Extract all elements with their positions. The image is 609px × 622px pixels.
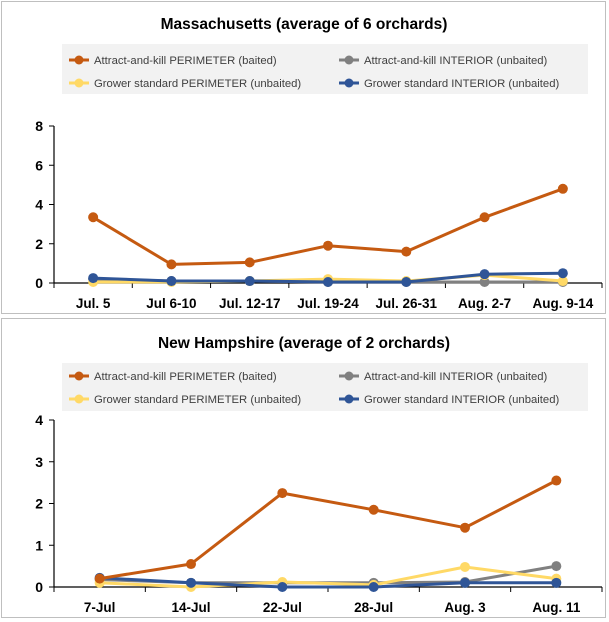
nh-x-tick-label: Aug. 11: [532, 600, 581, 615]
nh-data-point: [94, 573, 105, 584]
ma-x-tick-label: Aug. 9-14: [532, 296, 593, 311]
ma-data-point: [479, 277, 490, 288]
nh-series-line: [99, 479, 557, 581]
nh-legend-item: Attract-and-kill INTERIOR (unbaited): [339, 371, 548, 383]
ma-data-point: [401, 277, 412, 288]
ma-x-tick-label: Jul 6-10: [146, 296, 196, 311]
ma-data-point: [88, 212, 99, 223]
ma-data-point: [557, 183, 568, 194]
ma-data-point: [244, 257, 255, 268]
ma-data-point: [401, 246, 412, 257]
nh-legend-swatch-marker: [344, 371, 354, 381]
nh-y-tick-label: 0: [35, 579, 43, 595]
nh-data-point: [551, 577, 562, 588]
nh-y-tick-label: 3: [35, 454, 43, 470]
massachusetts-chart-panel: Massachusetts (average of 6 orchards) Att…: [1, 1, 606, 314]
nh-data-point: [460, 522, 470, 533]
nh-y-tick-label: 4: [35, 412, 43, 428]
ma-data-point: [557, 276, 568, 287]
nh-y-tick-label: 1: [35, 537, 43, 553]
nh-data-point: [551, 561, 562, 572]
ma-data-point: [479, 269, 490, 280]
nh-data-point: [368, 504, 379, 515]
nh-data-point: [551, 475, 562, 486]
nh-legend-swatch-marker: [344, 394, 354, 404]
ma-legend-box: [62, 44, 588, 94]
nh-legend-swatch-marker: [74, 394, 84, 404]
ma-x-tick-label: Jul. 12-17: [219, 296, 281, 311]
massachusetts-chart: Massachusetts (average of 6 orchards) Att…: [35, 16, 603, 311]
nh-x-tick-label: 28-Jul: [354, 600, 393, 615]
ma-y-tick-label: 2: [35, 236, 43, 252]
nh-data-point: [460, 561, 470, 572]
ma-legend-item: Grower standard INTERIOR (unbaited): [339, 78, 559, 90]
nh-legend-label: Attract-and-kill PERIMETER (baited): [94, 371, 277, 383]
ma-data-point: [557, 268, 568, 279]
ma-y-tick-label: 8: [35, 118, 43, 134]
ma-series-line: [92, 187, 564, 266]
ma-legend-item: Attract-and-kill INTERIOR (unbaited): [339, 55, 548, 67]
nh-data-point: [186, 577, 196, 588]
ma-data-point: [244, 276, 255, 287]
nh-legend-item: Grower standard INTERIOR (unbaited): [339, 394, 559, 406]
nh-series-line: [99, 576, 557, 589]
ma-legend-item: Attract-and-kill PERIMETER (baited): [69, 55, 277, 67]
nh-data-point: [368, 582, 379, 592]
ma-y-tick-label: 0: [35, 275, 43, 291]
ma-y-tick-label: 4: [35, 197, 43, 213]
ma-legend-label: Attract-and-kill INTERIOR (unbaited): [364, 55, 548, 67]
ma-legend-label: Grower standard INTERIOR (unbaited): [364, 78, 559, 90]
nh-x-tick-label: Aug. 3: [444, 600, 486, 615]
ma-y-tick-label: 6: [35, 157, 43, 173]
ma-data-point: [323, 277, 333, 288]
nh-data-point: [277, 582, 288, 592]
nh-series-line: [99, 565, 557, 589]
ma-x-tick-label: Aug. 2-7: [458, 296, 511, 311]
ma-legend-label: Grower standard PERIMETER (unbaited): [94, 78, 301, 90]
new-hampshire-chart: New Hampshire (average of 2 orchards) Att…: [35, 335, 603, 615]
ma-legend-item: Grower standard PERIMETER (unbaited): [69, 78, 301, 90]
nh-legend-swatch-marker: [74, 371, 84, 381]
ma-data-point: [166, 276, 177, 287]
nh-legend-label: Grower standard PERIMETER (unbaited): [94, 394, 301, 406]
ma-legend-swatch-marker: [74, 78, 84, 88]
nh-x-tick-label: 14-Jul: [171, 600, 210, 615]
nh-chart-title: New Hampshire (average of 2 orchards): [158, 335, 450, 352]
nh-x-tick-label: 7-Jul: [84, 600, 116, 615]
new-hampshire-chart-panel: New Hampshire (average of 2 orchards) Att…: [1, 318, 606, 618]
ma-x-tick-label: Jul. 19-24: [297, 296, 359, 311]
nh-y-tick-label: 2: [35, 496, 43, 512]
ma-legend-label: Attract-and-kill PERIMETER (baited): [94, 55, 277, 67]
ma-chart-title: Massachusetts (average of 6 orchards): [161, 16, 448, 33]
ma-data-point: [479, 212, 490, 223]
nh-data-point: [460, 577, 470, 588]
nh-legend-item: Grower standard PERIMETER (unbaited): [69, 394, 301, 406]
ma-data-point: [88, 273, 99, 284]
nh-x-tick-label: 22-Jul: [263, 600, 302, 615]
nh-legend-item: Attract-and-kill PERIMETER (baited): [69, 371, 277, 383]
nh-legend-box: [62, 363, 588, 411]
nh-legend-label: Grower standard INTERIOR (unbaited): [364, 394, 559, 406]
ma-x-tick-label: Jul. 26-31: [376, 296, 438, 311]
ma-legend-swatch-marker: [344, 55, 354, 65]
ma-data-point: [166, 259, 177, 270]
nh-data-point: [277, 488, 288, 499]
ma-x-tick-label: Jul. 5: [76, 296, 111, 311]
nh-legend-label: Attract-and-kill INTERIOR (unbaited): [364, 371, 548, 383]
ma-legend-swatch-marker: [74, 55, 84, 65]
ma-legend-swatch-marker: [344, 78, 354, 88]
ma-data-point: [323, 240, 333, 251]
nh-data-point: [186, 559, 196, 570]
